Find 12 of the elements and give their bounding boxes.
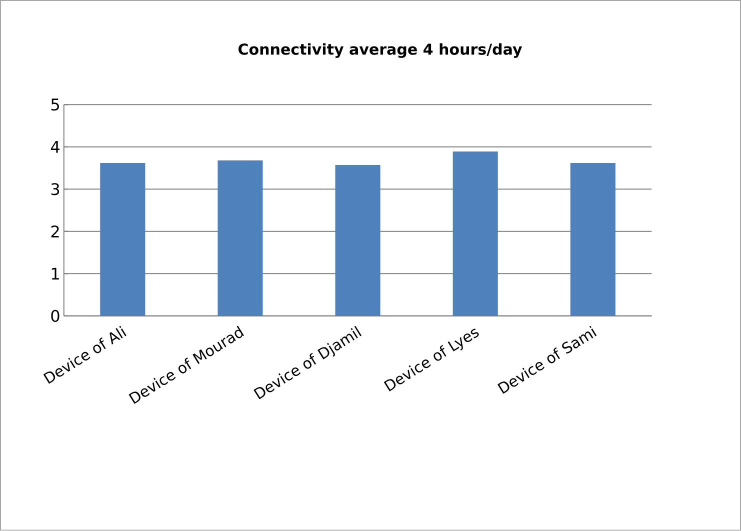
y-tick-label: 4 bbox=[50, 141, 60, 153]
y-tick-label: 5 bbox=[51, 98, 59, 111]
y-tick-label: 0 bbox=[51, 310, 60, 322]
y-tick-label: 2 bbox=[51, 226, 59, 238]
bar bbox=[452, 152, 498, 316]
y-tick-label: 1 bbox=[52, 268, 59, 280]
bar bbox=[570, 163, 616, 316]
bar bbox=[100, 163, 146, 316]
bar bbox=[218, 160, 263, 316]
y-tick-label: 3 bbox=[51, 183, 60, 196]
chart-title: Connectivity average 4 hours/day bbox=[238, 43, 522, 58]
bar bbox=[335, 165, 380, 316]
